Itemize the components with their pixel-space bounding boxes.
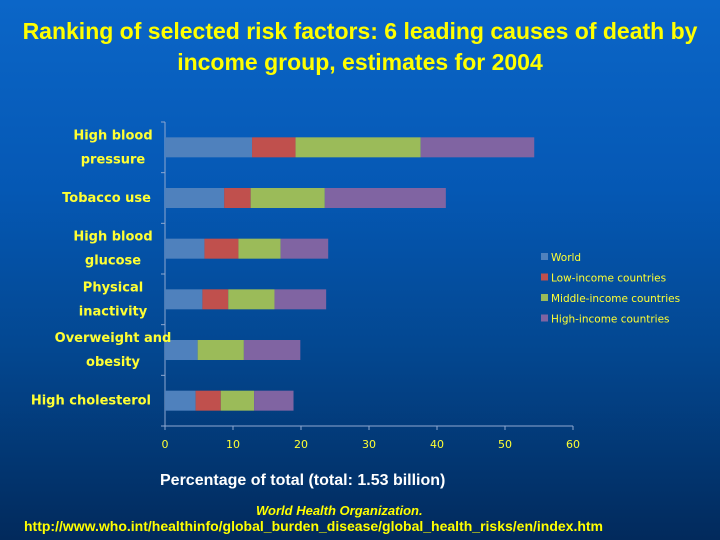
x-tick-label: 0 bbox=[162, 438, 169, 451]
legend-swatch bbox=[541, 294, 548, 301]
x-tick-label: 30 bbox=[362, 438, 376, 451]
legend-label: High-income countries bbox=[551, 314, 670, 326]
category-label: pressure bbox=[81, 152, 146, 167]
x-tick-label: 50 bbox=[498, 438, 512, 451]
source-organization: World Health Organization. bbox=[256, 503, 423, 518]
bar-segment bbox=[324, 188, 446, 208]
chart-title: Ranking of selected risk factors: 6 lead… bbox=[22, 18, 698, 75]
category-label: High blood bbox=[73, 128, 152, 143]
bar-segment bbox=[254, 390, 294, 411]
category-label: High blood bbox=[73, 230, 152, 245]
category-label: High cholesterol bbox=[31, 394, 151, 409]
bar-segment bbox=[197, 340, 244, 360]
bar-segment bbox=[195, 390, 221, 411]
bar-segment bbox=[274, 289, 327, 310]
bar-segment bbox=[420, 137, 535, 158]
bar-segment bbox=[165, 188, 225, 208]
bar-segment bbox=[165, 390, 196, 411]
source-url[interactable]: http://www.who.int/healthinfo/global_bur… bbox=[24, 518, 604, 534]
legend-label: World bbox=[551, 252, 581, 264]
legend-label: Low-income countries bbox=[551, 273, 666, 285]
bar-segment bbox=[295, 137, 421, 158]
x-axis-label: Percentage of total (total: 1.53 billion… bbox=[160, 472, 446, 489]
category-label: Overweight and bbox=[55, 331, 172, 346]
bar-segment bbox=[165, 238, 205, 259]
bar-segment bbox=[204, 238, 239, 259]
bar-segment bbox=[220, 390, 255, 411]
category-label: obesity bbox=[86, 355, 140, 370]
legend-swatch bbox=[541, 253, 548, 260]
category-label: inactivity bbox=[79, 304, 148, 319]
bar-segment bbox=[165, 289, 203, 310]
category-label: Physical bbox=[83, 280, 143, 295]
bar-segment bbox=[238, 238, 281, 259]
x-tick-label: 20 bbox=[294, 438, 308, 451]
bar-segment bbox=[165, 340, 198, 360]
bar-segment bbox=[224, 188, 251, 208]
legend-swatch bbox=[541, 273, 548, 281]
bar-segment bbox=[165, 137, 253, 158]
x-tick-label: 60 bbox=[566, 438, 580, 451]
x-tick-label: 10 bbox=[226, 438, 240, 451]
category-label: Tobacco use bbox=[62, 191, 151, 206]
bar-segment bbox=[252, 137, 296, 158]
bar-segment bbox=[202, 289, 229, 310]
bar-segment bbox=[250, 188, 325, 208]
bar-segment bbox=[228, 289, 275, 310]
bar-segment bbox=[243, 340, 301, 360]
bar-segment bbox=[280, 238, 329, 259]
category-label: glucose bbox=[85, 254, 141, 269]
legend-swatch bbox=[541, 314, 548, 322]
legend-label: Middle-income countries bbox=[551, 293, 680, 305]
x-tick-label: 40 bbox=[430, 438, 444, 451]
